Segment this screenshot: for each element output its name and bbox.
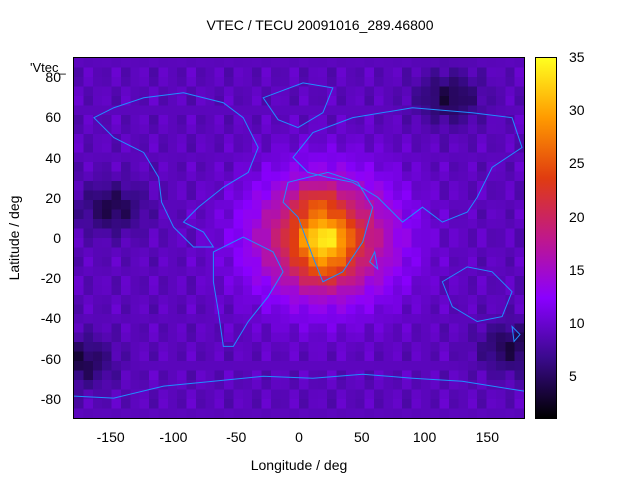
colorbar-tick-label: 35 <box>569 49 585 65</box>
colorbar-tick-label: 20 <box>569 208 585 225</box>
coastline-new-zealand <box>511 325 521 343</box>
y-tick-label: -60 <box>40 350 61 367</box>
colorbar-tick-label: 5 <box>569 368 577 385</box>
x-tick-label: 0 <box>295 429 303 445</box>
colorbar <box>535 57 557 419</box>
plot-area <box>73 57 525 419</box>
colorbar-tick-label: 25 <box>569 155 585 172</box>
coastline-madagascar <box>369 250 379 271</box>
y-tick-label: 80 <box>45 69 61 86</box>
series-label-artifact: 'Vtec_ <box>30 60 66 75</box>
x-tick-label: -100 <box>159 429 188 445</box>
coastline-australia <box>441 266 513 323</box>
coastline-greenland <box>262 82 334 129</box>
x-tick-label: 150 <box>475 429 500 445</box>
coastline-north-america <box>93 92 259 248</box>
y-tick-label: -80 <box>40 390 61 407</box>
coastline-eurasia <box>292 107 523 223</box>
coastline-antarctica <box>74 373 524 399</box>
y-tick-label: -20 <box>40 270 61 287</box>
coastline-africa <box>282 171 374 283</box>
y-axis-label: Latitude / deg <box>6 195 22 281</box>
chart-title: VTEC / TECU 20091016_289.46800 <box>206 17 434 33</box>
colorbar-tick-label: 15 <box>569 261 585 278</box>
colorbar-tick-label: 10 <box>569 315 585 332</box>
x-tick-label: 100 <box>412 429 437 445</box>
y-tick-label: 40 <box>45 149 61 166</box>
x-tick-label: -150 <box>96 429 125 445</box>
y-tick-label: -40 <box>40 310 61 327</box>
y-tick-label: 60 <box>45 109 61 126</box>
x-tick-label: 50 <box>353 429 370 445</box>
x-tick-label: -50 <box>226 429 247 445</box>
y-tick-label: 20 <box>45 189 61 206</box>
coastline-overlay <box>74 82 524 399</box>
colorbar-tick-label: 30 <box>569 102 585 119</box>
vtec-heatmap <box>74 58 524 418</box>
coastline-south-america <box>212 236 284 347</box>
y-tick-label: 0 <box>53 230 61 246</box>
x-axis-label: Longitude / deg <box>250 457 348 473</box>
